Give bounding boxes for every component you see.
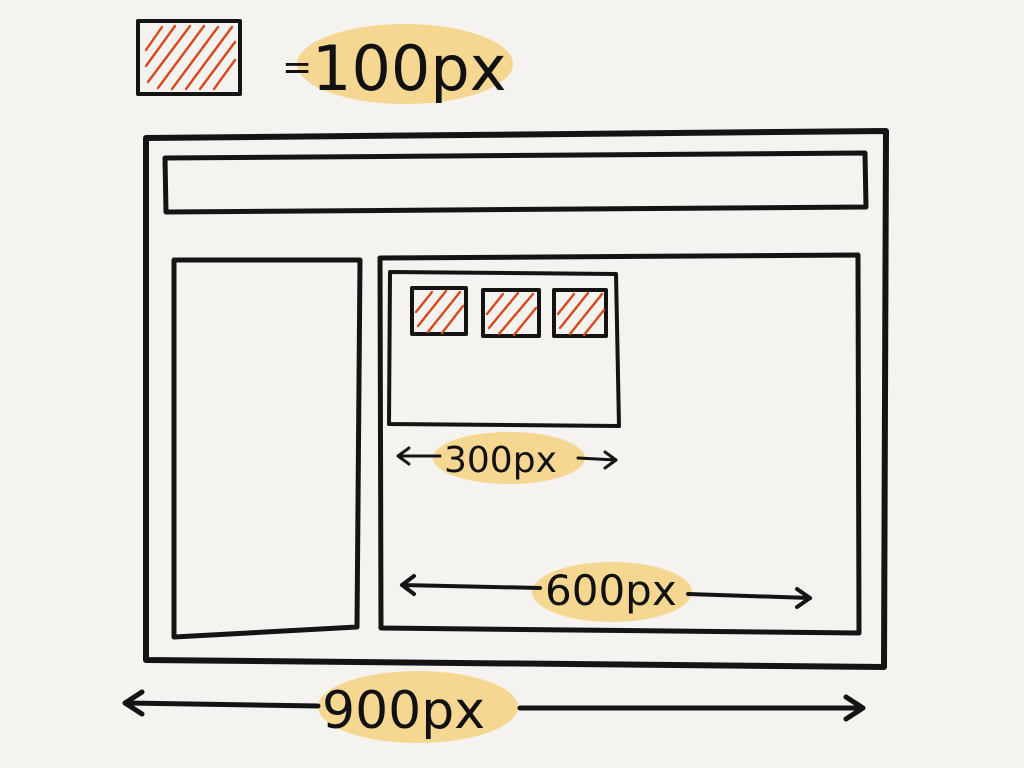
dimension-600: 600px	[400, 562, 812, 622]
dimension-300: 300px	[396, 432, 618, 484]
tile-row	[410, 286, 608, 338]
dimension-label-900: 900px	[322, 681, 485, 741]
header-bar	[162, 150, 869, 215]
outer-frame	[143, 128, 889, 670]
legend-swatch	[136, 19, 242, 96]
legend-unit: 100px	[312, 32, 506, 105]
tile	[481, 288, 541, 338]
tile	[552, 288, 608, 338]
tile	[410, 286, 468, 336]
legend-equals: =	[282, 47, 312, 88]
hatch-pattern	[144, 24, 237, 91]
sidebar-panel	[171, 257, 363, 640]
dimension-label-600: 600px	[545, 566, 677, 615]
main-content-panel	[377, 252, 862, 636]
dimension-label-300: 300px	[444, 440, 557, 481]
dimension-900: 900px	[122, 671, 866, 743]
legend-label: = 100px	[282, 24, 513, 105]
inner-box	[387, 270, 621, 428]
